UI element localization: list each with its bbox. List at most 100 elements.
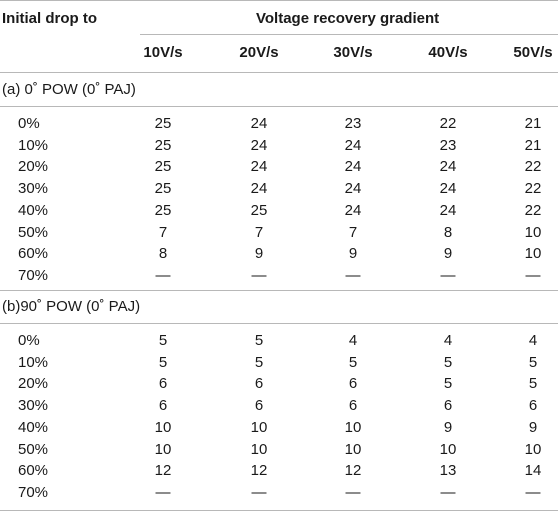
row-label: 60% [18,245,49,263]
table-cell: 7 [158,223,168,241]
col-header-10: 10V/s [143,44,183,61]
table-row: 60% 12 12 12 13 14 [0,462,558,484]
table-row: 0% 25 24 23 22 21 [0,115,558,137]
table-cell: 24 [250,158,268,176]
table-row: 70% — — — — — [0,484,558,506]
table-row: 40% 25 25 24 24 22 [0,202,558,224]
table-cell: 10 [524,223,542,241]
col-header-20: 20V/s [239,44,279,61]
row-label: 30% [18,397,49,415]
table-cell: 23 [439,136,457,154]
table-cell: 6 [254,397,264,415]
table-cell: — [155,266,171,284]
table-row: 10% 25 24 24 23 21 [0,137,558,159]
row-label: 20% [18,158,49,176]
table-cell: 5 [158,332,168,349]
table-cell: 7 [254,223,264,241]
table-cell: — [525,266,541,284]
row-label: 70% [18,266,49,284]
row-label: 20% [18,375,49,393]
table-cell: 5 [443,353,453,371]
table-cell: — [440,483,456,501]
section-b-rule [0,323,558,324]
row-label: 0% [18,332,40,349]
table-row: 0% 5 5 4 4 4 [0,332,558,354]
table-cell: — [155,483,171,501]
table-cell: 22 [439,115,457,132]
table-cell: 23 [344,115,362,132]
table-cell: 24 [250,180,268,198]
table-cell: 10 [524,245,542,263]
header-bottom-rule [0,72,558,73]
row-label: 0% [18,115,40,132]
col-header-40: 40V/s [428,44,468,61]
row-label: 40% [18,418,49,436]
col-header-50: 50V/s [513,44,553,61]
table-row: 50% 10 10 10 10 10 [0,441,558,463]
table-cell: 24 [344,180,362,198]
table-cell: 21 [524,136,542,154]
table-cell: 6 [158,375,168,393]
table-row: 20% 6 6 6 5 5 [0,375,558,397]
table-cell: 24 [344,158,362,176]
table-cell: 10 [344,418,362,436]
table-cell: 24 [344,201,362,219]
table-cell: 5 [158,353,168,371]
table-cell: 10 [250,418,268,436]
table-row: 20% 25 24 24 24 22 [0,158,558,180]
table-cell: 9 [348,245,358,263]
table-cell: 10 [250,440,268,458]
table-cell: 10 [524,440,542,458]
table-cell: 6 [348,397,358,415]
row-label: 50% [18,440,49,458]
table-cell: 12 [344,462,362,480]
row-label: 70% [18,483,49,501]
table-cell: — [251,483,267,501]
table-cell: 5 [348,353,358,371]
table-cell: — [345,266,361,284]
table-cell: 9 [443,245,453,263]
table-cell: 10 [154,440,172,458]
table-row: 60% 8 9 9 9 10 [0,245,558,267]
section-title-b: (b)90˚ POW (0˚ PAJ) [2,298,141,315]
table-cell: — [440,266,456,284]
table-cell: 9 [254,245,264,263]
table-cell: 25 [154,136,172,154]
row-label: 10% [18,353,49,371]
table-row: 50% 7 7 7 8 10 [0,224,558,246]
table-row: 70% — — — — — [0,267,558,289]
row-label: 40% [18,201,49,219]
table-cell: 22 [524,158,542,176]
table-row: 40% 10 10 10 9 9 [0,419,558,441]
header-initial-drop: Initial drop to [2,10,97,27]
row-label: 60% [18,462,49,480]
table-cell: 5 [254,353,264,371]
table-cell: 12 [154,462,172,480]
table-cell: 8 [443,223,453,241]
section-a-rule [0,106,558,107]
table-cell: 8 [158,245,168,263]
table-cell: 25 [250,201,268,219]
table-cell: 12 [250,462,268,480]
table-cell: 21 [524,115,542,132]
table-cell: 25 [154,158,172,176]
table-cell: 6 [254,375,264,393]
table-cell: 6 [348,375,358,393]
table-cell: 13 [439,462,457,480]
table-cell: 24 [439,180,457,198]
table-cell: — [251,266,267,284]
table-cell: 9 [528,418,538,436]
table-cell: 6 [528,397,538,415]
header-voltage-recovery-gradient: Voltage recovery gradient [256,10,440,27]
table-cell: 4 [348,332,358,349]
table-cell: 10 [439,440,457,458]
table-row: 30% 25 24 24 24 22 [0,180,558,202]
table-cell: 9 [443,418,453,436]
table-cell: 25 [154,180,172,198]
table-cell: — [345,483,361,501]
row-label: 10% [18,136,49,154]
table-cell: 10 [344,440,362,458]
row-label: 50% [18,223,49,241]
table-cell: 24 [439,201,457,219]
